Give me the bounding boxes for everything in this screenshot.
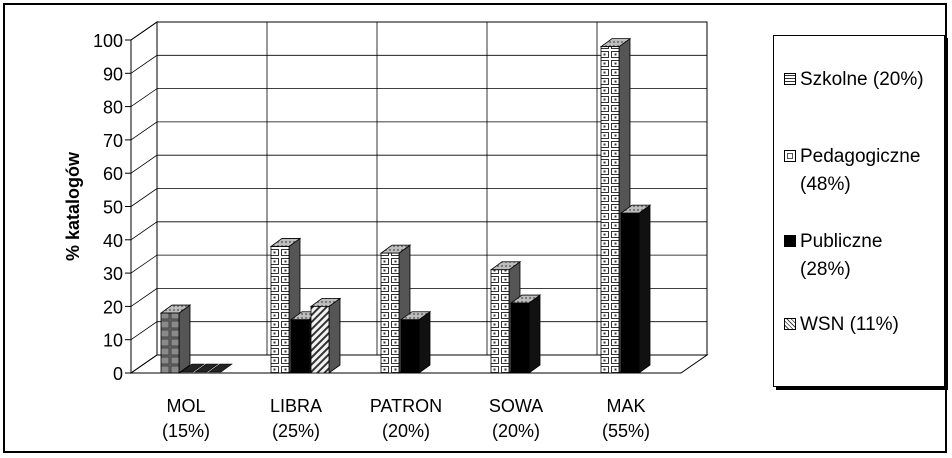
- legend-label: Szkolne (20%): [800, 69, 924, 90]
- gridline: [130, 54, 707, 74]
- bar-white-boxes: [490, 269, 510, 374]
- bar-solid-black: [510, 302, 530, 374]
- y-tick-label: 10: [103, 331, 123, 351]
- bar-white-boxes: [380, 252, 400, 374]
- legend-item: Pedagogiczne (48%): [784, 143, 944, 199]
- x-tick-label: PATRON: [370, 396, 442, 416]
- bar-grid-gray: [160, 312, 180, 374]
- legend-swatch: [784, 318, 796, 330]
- bar-side: [638, 204, 651, 374]
- y-tick-label: 30: [103, 264, 123, 284]
- legend-item: Szkolne (20%): [784, 66, 944, 94]
- x-tick-label: MAK: [606, 396, 645, 416]
- bar-white-boxes: [600, 46, 620, 374]
- bar-white-boxes: [270, 246, 290, 374]
- gridline: [130, 88, 707, 107]
- x-tick-label: SOWA: [489, 396, 543, 416]
- chart-frame: 0 10 20 30 40 50 60 70 80 90 100 % katalogów MOL (15%…: [3, 3, 947, 453]
- y-tick-label: 20: [103, 297, 123, 317]
- legend-label: WSN (11%): [800, 314, 899, 335]
- x-tick-label: MOL: [166, 396, 205, 416]
- legend-swatch: [784, 150, 796, 162]
- bar-side: [418, 310, 431, 374]
- y-tick-label: 60: [103, 164, 123, 184]
- gridline: [130, 254, 707, 274]
- bar-zero: [208, 363, 233, 373]
- x-tick-share: (20%): [382, 421, 430, 441]
- bar-side: [528, 294, 541, 374]
- y-tick-label: 80: [103, 98, 123, 118]
- legend-swatch: [784, 73, 796, 85]
- y-tick-label: 100: [93, 31, 123, 51]
- x-tick-share: (15%): [162, 421, 210, 441]
- y-tick-label: 50: [103, 198, 123, 218]
- gridline: [130, 154, 707, 174]
- gridline: [130, 188, 707, 207]
- y-tick-label: 90: [103, 64, 123, 84]
- legend-swatch: [784, 235, 796, 247]
- bar-hatched: [310, 305, 330, 374]
- bar-chart: 0 10 20 30 40 50 60 70 80 90 100 % katalogów MOL (15%…: [63, 21, 709, 441]
- legend-label: Pedagogiczne (48%): [800, 146, 921, 195]
- bar-solid-black: [620, 212, 640, 374]
- gridline: [130, 21, 707, 41]
- x-tick-share: (20%): [492, 421, 540, 441]
- gridline: [130, 287, 707, 307]
- x-tick-label: LIBRA: [270, 396, 322, 416]
- legend-item: WSN (11%): [784, 311, 944, 339]
- y-tick-label: 70: [103, 131, 123, 151]
- bar-zero: [180, 363, 205, 373]
- x-tick-share: (25%): [272, 421, 320, 441]
- y-tick-label: 0: [113, 364, 123, 384]
- y-axis-label: % katalogów: [63, 151, 83, 261]
- gridline: [130, 221, 707, 241]
- bar-solid-black: [290, 319, 310, 374]
- chart-legend: Szkolne (20%) Pedagogiczne (48%) Publiczne(…: [773, 35, 945, 387]
- y-tick-label: 40: [103, 231, 123, 251]
- bar-zero: [194, 363, 219, 373]
- bar-side: [178, 304, 191, 374]
- bar-solid-black: [400, 319, 420, 374]
- legend-item: Publiczne (28%): [784, 228, 944, 284]
- legend-label: Publiczne (28%): [800, 231, 883, 280]
- gridline: [130, 121, 707, 141]
- x-tick-share: (55%): [602, 421, 650, 441]
- bar-side: [328, 297, 341, 374]
